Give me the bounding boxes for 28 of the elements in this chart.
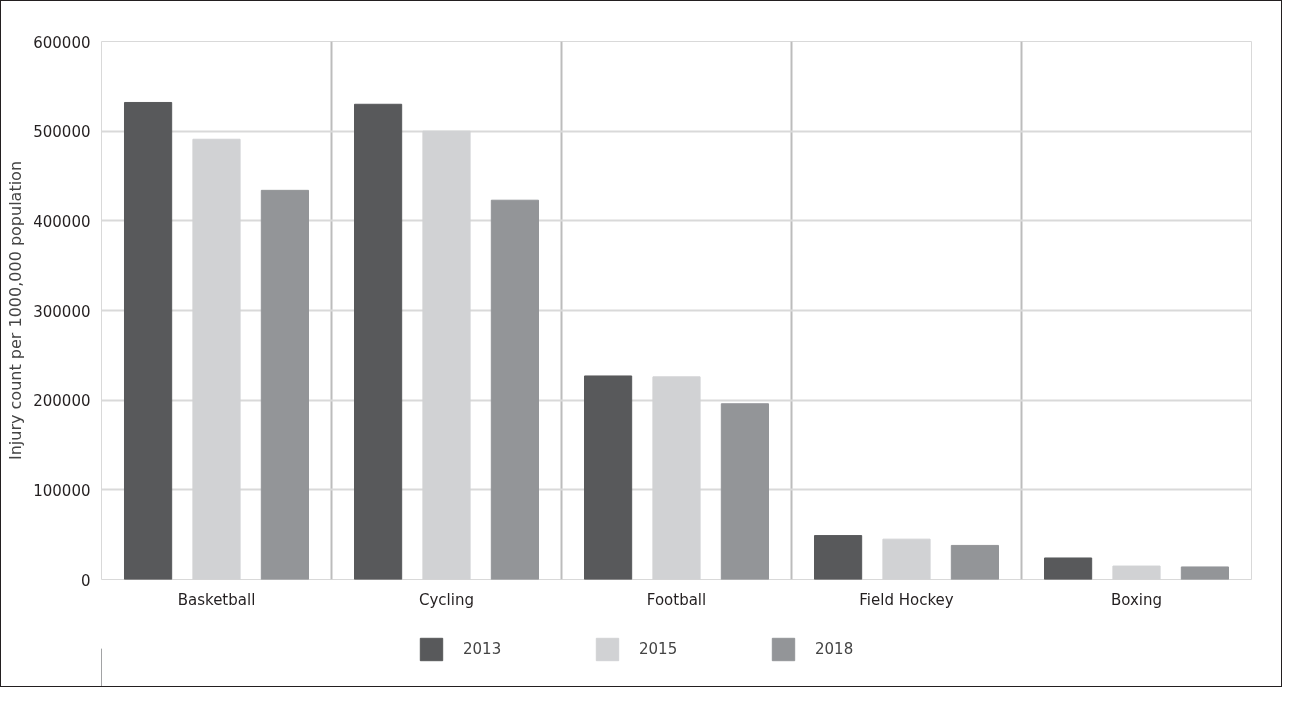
y-tick-label: 500000: [33, 123, 91, 142]
y-tick-label: 600000: [33, 33, 91, 52]
legend-label: 2015: [639, 639, 679, 658]
bar: [814, 535, 863, 580]
legend-label: 2018: [815, 639, 855, 658]
legend-label: 2013: [463, 639, 503, 658]
bar: [950, 544, 999, 580]
y-tick-label: 100000: [33, 481, 91, 500]
x-tick-label: Cycling: [419, 590, 474, 609]
bar: [354, 103, 403, 580]
bar: [490, 199, 539, 580]
bar: [584, 375, 633, 580]
bar: [720, 403, 769, 580]
y-tick-label: 400000: [33, 212, 91, 231]
bar: [124, 101, 173, 580]
bar: [1180, 566, 1229, 580]
bar: [882, 538, 931, 580]
y-tick-label: 300000: [33, 302, 91, 321]
bar: [1044, 557, 1093, 580]
x-tick-label: Field Hockey: [859, 590, 954, 609]
y-tick-label: 0: [80, 571, 91, 590]
x-tick-label: Basketball: [177, 590, 256, 609]
y-axis-title: Injury count per 1000,000 population: [6, 160, 26, 461]
bar: [260, 189, 309, 580]
y-tick-label: 200000: [33, 392, 91, 411]
bar: [1112, 565, 1161, 580]
x-tick-label: Boxing: [1110, 590, 1163, 609]
x-tick-label: Football: [646, 590, 707, 609]
